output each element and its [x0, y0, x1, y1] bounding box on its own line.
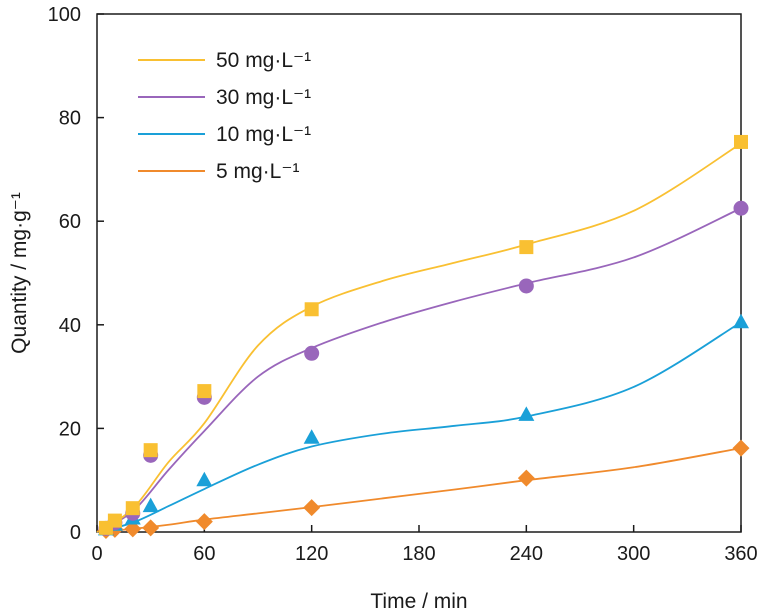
legend-label-circle: 30 mg·L⁻¹ [216, 86, 311, 109]
x-tick-label: 240 [510, 543, 543, 565]
data-point-square [143, 443, 158, 458]
data-point-circle [733, 200, 749, 216]
data-point-triangle [303, 429, 320, 444]
x-tick-label: 180 [402, 543, 435, 565]
data-point-square [304, 302, 319, 317]
axes: 0 60 120 180 240 300 360 0 20 40 60 80 100 [48, 4, 758, 565]
data-point-triangle [142, 497, 159, 513]
y-tick-label: 80 [59, 108, 81, 130]
x-tick-label: 360 [724, 543, 757, 565]
y-tick-label: 0 [70, 522, 81, 544]
data-point-triangle [518, 406, 535, 421]
fit-curve-diamond [96, 447, 742, 533]
y-tick-label: 20 [59, 418, 81, 440]
fit-curve-circle [96, 207, 742, 533]
fit-curves [96, 142, 742, 533]
data-point-triangle [733, 313, 749, 329]
data-point-diamond [124, 520, 142, 538]
data-point-diamond [517, 469, 535, 487]
x-tick-label: 300 [617, 543, 650, 565]
data-point-diamond [732, 439, 750, 457]
data-markers [97, 134, 750, 539]
x-axis-title: Time / min [370, 590, 467, 613]
legend-label-diamond: 5 mg·L⁻¹ [216, 160, 299, 183]
data-point-square [125, 501, 140, 516]
y-tick-label: 100 [48, 4, 81, 26]
plot-frame [96, 13, 742, 533]
legend: 50 mg·L⁻¹ 30 mg·L⁻¹ 10 mg·L⁻¹ 5 mg·L⁻¹ [138, 49, 311, 183]
data-point-diamond [303, 499, 321, 517]
data-point-diamond [195, 513, 213, 531]
fit-curve-triangle [96, 321, 742, 533]
data-point-circle [518, 278, 534, 294]
y-tick-label: 60 [59, 211, 81, 233]
legend-label-square: 50 mg·L⁻¹ [216, 49, 311, 72]
x-tick-label: 120 [295, 543, 328, 565]
legend-label-triangle: 10 mg·L⁻¹ [216, 123, 311, 146]
y-axis-title: Quantity / mg·g⁻¹ [8, 192, 31, 354]
data-point-circle [304, 345, 320, 361]
data-point-diamond [142, 519, 160, 537]
x-tick-label: 0 [91, 543, 102, 565]
data-point-triangle [196, 471, 213, 487]
fit-curve-square [96, 142, 742, 533]
data-point-square [519, 240, 534, 255]
y-tick-label: 40 [59, 315, 81, 337]
x-tick-label: 60 [193, 543, 215, 565]
data-point-square [197, 384, 212, 399]
data-point-square [734, 134, 748, 149]
data-point-square [107, 513, 122, 528]
